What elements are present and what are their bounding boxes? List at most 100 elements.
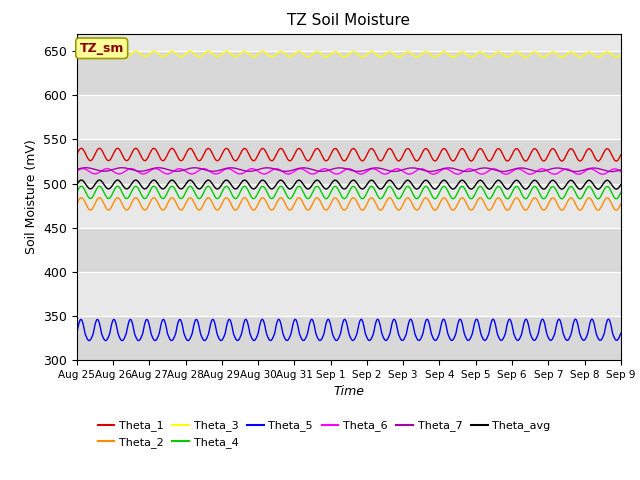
Theta_2	[617, 201, 625, 207]
Theta_7	[304, 166, 312, 171]
Theta_1	[383, 148, 390, 154]
Theta_4	[325, 193, 333, 199]
Theta_1	[617, 152, 625, 158]
Theta_6	[325, 168, 333, 173]
Theta_3	[138, 52, 145, 58]
Theta_4	[383, 186, 390, 192]
Theta_4	[316, 185, 323, 191]
Line: Theta_5: Theta_5	[77, 319, 621, 341]
Theta_5	[73, 331, 81, 336]
Bar	[77, 228, 621, 272]
Theta_7	[325, 167, 333, 173]
Theta_4	[304, 196, 312, 202]
Theta_2	[73, 201, 81, 207]
Theta_2	[304, 207, 312, 213]
Line: Theta_avg: Theta_avg	[77, 180, 621, 189]
Theta_6	[304, 169, 312, 175]
Line: Theta_4: Theta_4	[77, 186, 621, 199]
Theta_avg	[383, 180, 390, 185]
Theta_4	[617, 190, 625, 195]
Theta_5	[115, 334, 123, 340]
Bar	[77, 140, 621, 183]
Theta_7	[608, 168, 616, 174]
Line: Theta_3: Theta_3	[77, 51, 621, 57]
Theta_7	[316, 168, 323, 174]
Bar	[77, 183, 621, 228]
Text: TZ_sm: TZ_sm	[79, 42, 124, 55]
Theta_avg	[138, 183, 145, 189]
Theta_avg	[325, 184, 333, 190]
Theta_3	[383, 50, 390, 56]
Theta_4	[612, 196, 620, 202]
Theta_1	[138, 154, 145, 160]
Theta_avg	[612, 186, 620, 192]
Theta_avg	[73, 181, 81, 187]
Theta_2	[325, 204, 333, 210]
Legend: Theta_1, Theta_2, Theta_3, Theta_4, Theta_5, Theta_6, Theta_7, Theta_avg: Theta_1, Theta_2, Theta_3, Theta_4, Thet…	[93, 416, 555, 452]
Theta_6	[617, 168, 625, 174]
Theta_avg	[316, 179, 323, 184]
Theta_1	[316, 147, 323, 153]
Theta_7	[383, 167, 390, 173]
Theta_3	[316, 49, 323, 55]
Theta_2	[316, 196, 323, 202]
Theta_6	[73, 168, 81, 174]
Theta_5	[325, 317, 333, 323]
Theta_6	[79, 166, 87, 171]
Theta_4	[77, 183, 85, 189]
Line: Theta_7: Theta_7	[77, 168, 621, 171]
Theta_7	[82, 165, 90, 170]
Line: Theta_6: Theta_6	[77, 168, 621, 174]
Theta_1	[77, 145, 85, 151]
Bar	[77, 272, 621, 316]
Theta_6	[115, 171, 123, 177]
Theta_1	[115, 146, 123, 152]
Theta_2	[612, 207, 620, 213]
Theta_3	[115, 49, 123, 55]
Theta_5	[304, 328, 312, 334]
Line: Theta_2: Theta_2	[77, 198, 621, 210]
Theta_5	[85, 338, 93, 344]
Theta_1	[73, 152, 81, 157]
Theta_6	[599, 171, 607, 177]
Theta_5	[383, 337, 390, 343]
Theta_2	[138, 204, 145, 209]
Theta_2	[383, 198, 390, 204]
Theta_6	[316, 168, 323, 174]
Theta_5	[316, 337, 323, 343]
Theta_7	[138, 168, 145, 174]
Title: TZ Soil Moisture: TZ Soil Moisture	[287, 13, 410, 28]
Line: Theta_1: Theta_1	[77, 148, 621, 161]
Theta_4	[115, 184, 123, 190]
Bar	[77, 316, 621, 360]
Theta_4	[73, 190, 81, 195]
Theta_3	[325, 53, 333, 59]
Theta_avg	[617, 182, 625, 188]
Theta_7	[115, 165, 123, 171]
Theta_2	[77, 195, 85, 201]
Bar	[77, 96, 621, 140]
Theta_3	[77, 48, 85, 54]
Theta_2	[115, 196, 123, 202]
Theta_3	[617, 52, 625, 58]
Theta_5	[605, 316, 612, 322]
Theta_5	[138, 334, 145, 340]
Theta_1	[612, 158, 620, 164]
Bar	[77, 51, 621, 96]
Theta_7	[617, 167, 625, 173]
Y-axis label: Soil Moisture (mV): Soil Moisture (mV)	[24, 139, 38, 254]
Theta_avg	[77, 177, 85, 183]
Theta_3	[612, 54, 620, 60]
Theta_1	[325, 155, 333, 161]
X-axis label: Time: Time	[333, 385, 364, 398]
Theta_7	[73, 167, 81, 172]
Theta_6	[383, 171, 390, 177]
Theta_avg	[115, 178, 123, 184]
Theta_4	[138, 192, 145, 198]
Theta_6	[138, 171, 145, 177]
Theta_5	[617, 330, 625, 336]
Theta_3	[73, 51, 81, 57]
Theta_1	[304, 158, 312, 164]
Theta_3	[304, 54, 312, 60]
Theta_avg	[304, 186, 312, 192]
